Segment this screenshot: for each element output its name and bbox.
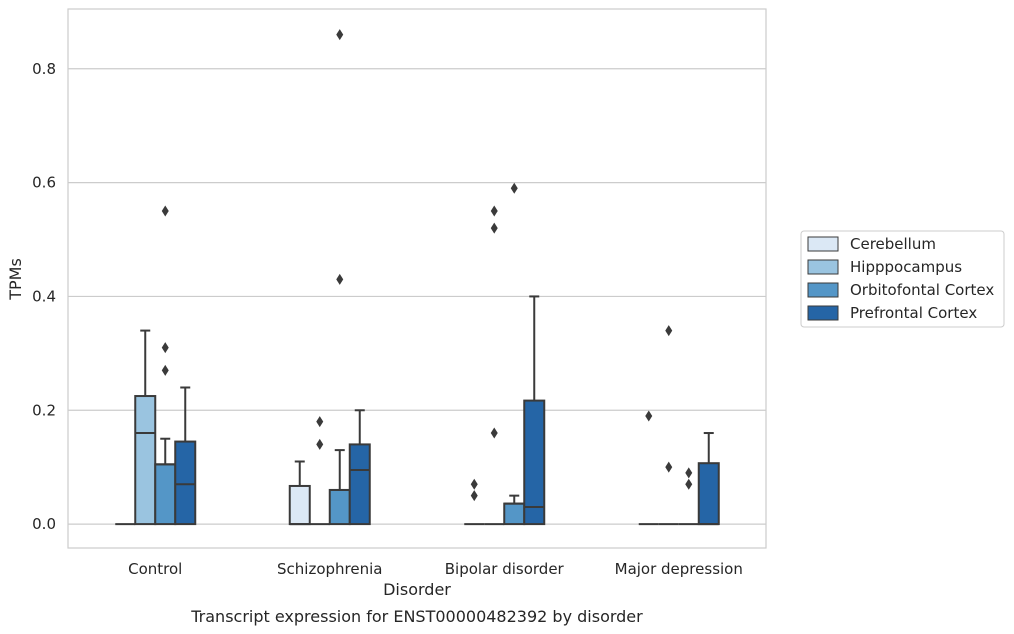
legend-label: Hipppocampus: [850, 258, 962, 276]
y-tick-labels: 0.0 0.2 0.4 0.6 0.8: [32, 60, 56, 533]
legend-label: Orbitofontal Cortex: [850, 281, 994, 299]
outlier-point: [316, 416, 324, 428]
box-body: [154, 463, 177, 526]
y-tick-label: 0.8: [32, 60, 56, 78]
box-2-3: [523, 295, 546, 526]
box-0-2: [154, 205, 177, 526]
box-body: [134, 395, 157, 526]
outlier-point: [490, 427, 498, 439]
x-tick-label: Schizophrenia: [277, 560, 382, 578]
outlier-point: [161, 205, 169, 217]
box-body: [328, 488, 351, 526]
y-tick-label: 0.4: [32, 287, 56, 305]
legend-items: Cerebellum Hipppocampus Orbitofontal Corte…: [807, 235, 994, 322]
box-3-1: [658, 325, 679, 526]
legend-label: Prefrontal Cortex: [850, 304, 977, 322]
outlier-point: [685, 467, 693, 479]
legend-swatch: [807, 305, 839, 321]
y-tick-label: 0.0: [32, 515, 56, 533]
outlier-point: [161, 364, 169, 376]
outlier-point: [490, 222, 498, 234]
y-tick-label: 0.6: [32, 174, 56, 192]
box-1-0: [288, 460, 311, 526]
box-body: [348, 443, 371, 526]
y-axis-label: TPMs: [6, 258, 25, 301]
box-3-3: [697, 432, 720, 526]
outlier-point: [161, 342, 169, 354]
x-tick-label: Major depression: [615, 560, 743, 578]
outlier-point: [336, 273, 344, 285]
outlier-point: [510, 182, 518, 194]
boxes: [115, 29, 720, 526]
outlier-point: [665, 325, 673, 337]
box-3-2: [678, 467, 699, 526]
outlier-point: [645, 410, 653, 422]
box-2-1: [484, 205, 505, 526]
outlier-point: [470, 490, 478, 502]
box-0-3: [174, 386, 197, 526]
outlier-point: [470, 478, 478, 490]
legend-swatch: [807, 282, 839, 298]
box-1-1: [309, 416, 330, 526]
outlier-point: [316, 438, 324, 450]
box-body: [503, 502, 526, 526]
y-tick-label: 0.2: [32, 401, 56, 419]
box-0-1: [134, 329, 157, 526]
legend-swatch: [807, 259, 839, 275]
legend-swatch: [807, 236, 839, 252]
box-body: [697, 462, 720, 526]
outlier-point: [490, 205, 498, 217]
outlier-point: [665, 461, 673, 473]
legend: Cerebellum Hipppocampus Orbitofontal Corte…: [800, 230, 1005, 328]
x-tick-label: Bipolar disorder: [445, 560, 565, 578]
box-1-2: [328, 29, 351, 526]
box-body: [174, 440, 197, 526]
outlier-point: [336, 29, 344, 41]
box-2-2: [503, 182, 526, 526]
box-body: [288, 484, 311, 526]
x-tick-labels: Control Schizophrenia Bipolar disorder Majo…: [128, 560, 743, 578]
legend-frame: [800, 230, 1005, 328]
figure-caption: Transcript expression for ENST0000048239…: [190, 607, 643, 626]
legend-label: Cerebellum: [850, 235, 936, 253]
box-body: [523, 399, 546, 526]
outlier-point: [685, 478, 693, 490]
box-2-0: [464, 478, 485, 526]
x-tick-label: Control: [128, 560, 182, 578]
box-3-0: [638, 410, 659, 526]
x-axis-label: Disorder: [383, 580, 451, 599]
box-1-3: [348, 409, 371, 526]
